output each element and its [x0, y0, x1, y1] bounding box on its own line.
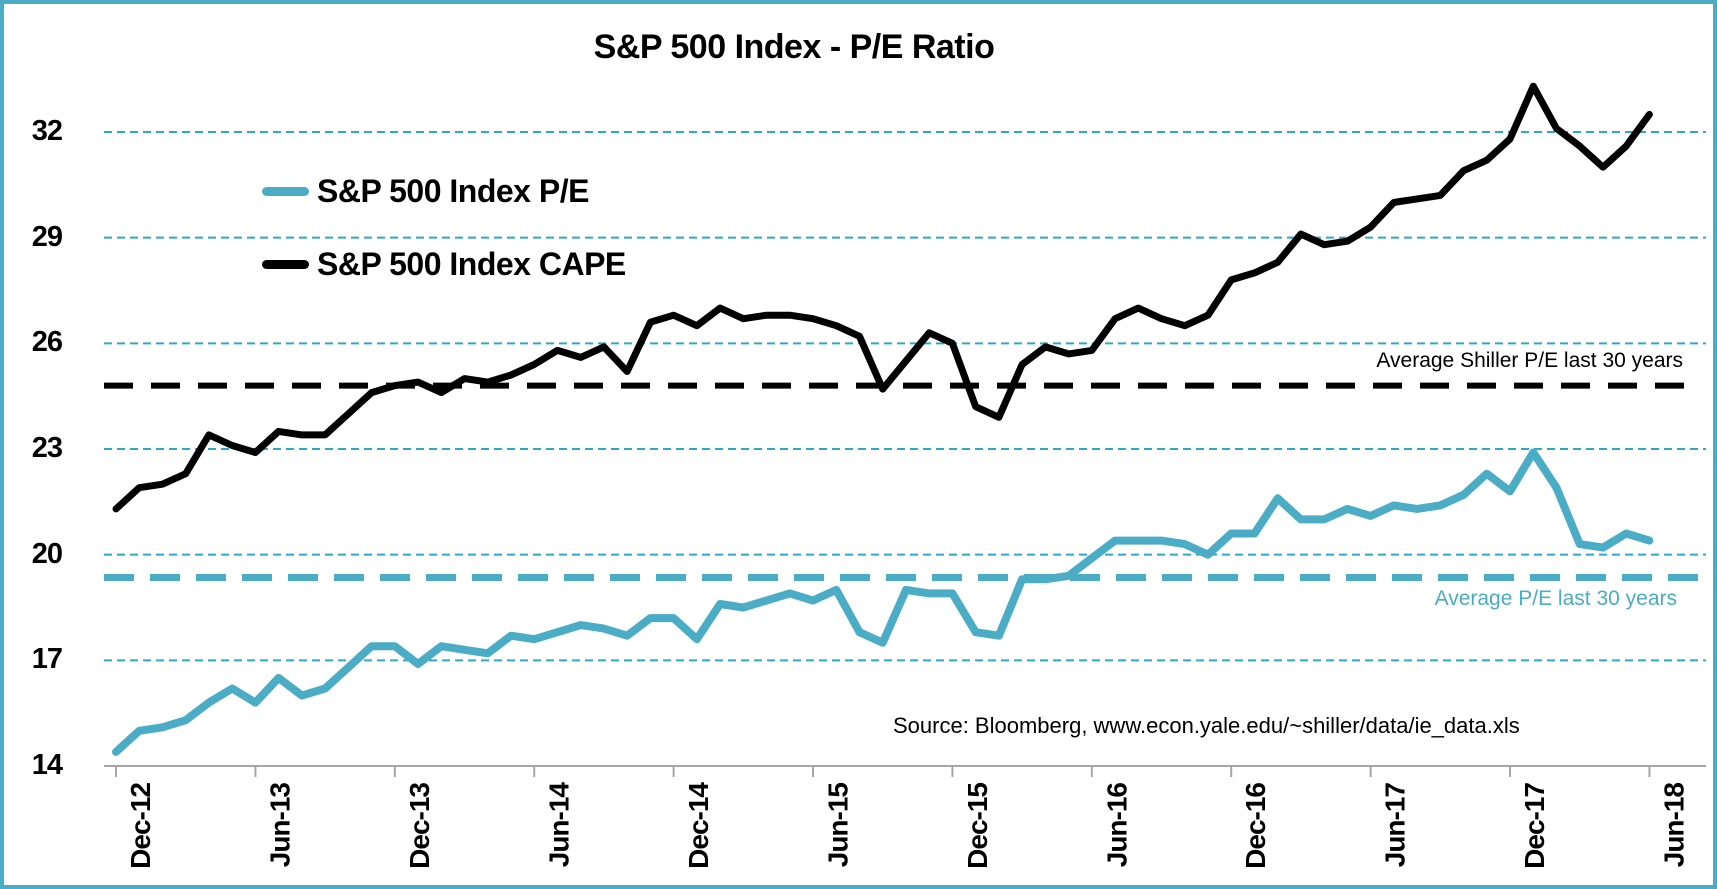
y-tick-label: 26 — [31, 326, 63, 359]
legend-label-pe: S&P 500 Index P/E — [317, 172, 589, 209]
x-tick-label: Jun-13 — [264, 783, 296, 868]
black-line-swatch-icon — [262, 259, 309, 269]
avg-pe-annotation: Average P/E last 30 years — [1434, 587, 1677, 610]
legend: S&P 500 Index P/E S&P 500 Index CAPE — [262, 167, 626, 313]
x-tick-label: Dec-14 — [682, 783, 714, 869]
y-tick-label: 32 — [31, 115, 63, 147]
x-tick-label: Jun-15 — [822, 783, 854, 868]
x-tick-label: Dec-16 — [1240, 783, 1272, 869]
page-title: S&P 500 Index - P/E Ratio — [593, 28, 995, 66]
teal-line-swatch-icon — [262, 186, 309, 196]
y-tick-label: 23 — [31, 432, 63, 464]
avg-shiller-annotation: Average Shiller P/E last 30 years — [1376, 349, 1683, 372]
x-tick-label: Jun-17 — [1379, 783, 1411, 868]
x-tick-label: Dec-13 — [403, 783, 435, 869]
y-tick-label: 14 — [31, 749, 63, 781]
legend-item-pe: S&P 500 Index P/E — [262, 167, 626, 215]
x-tick-label: Jun-18 — [1658, 783, 1690, 868]
x-tick-label: Dec-15 — [961, 783, 993, 869]
source-note: Source: Bloomberg, www.econ.yale.edu/~sh… — [893, 713, 1520, 738]
x-tick-label: Jun-16 — [1100, 783, 1132, 868]
y-tick-label: 20 — [31, 537, 63, 570]
plot-area — [104, 82, 1706, 777]
y-tick-label: 17 — [31, 643, 63, 676]
legend-item-cape: S&P 500 Index CAPE — [262, 240, 626, 288]
x-tick-label: Dec-12 — [125, 783, 156, 869]
x-tick-label: Jun-14 — [543, 783, 575, 868]
x-tick-label: Dec-17 — [1519, 783, 1551, 869]
y-tick-label: 29 — [31, 220, 63, 253]
legend-label-cape: S&P 500 Index CAPE — [317, 245, 626, 282]
